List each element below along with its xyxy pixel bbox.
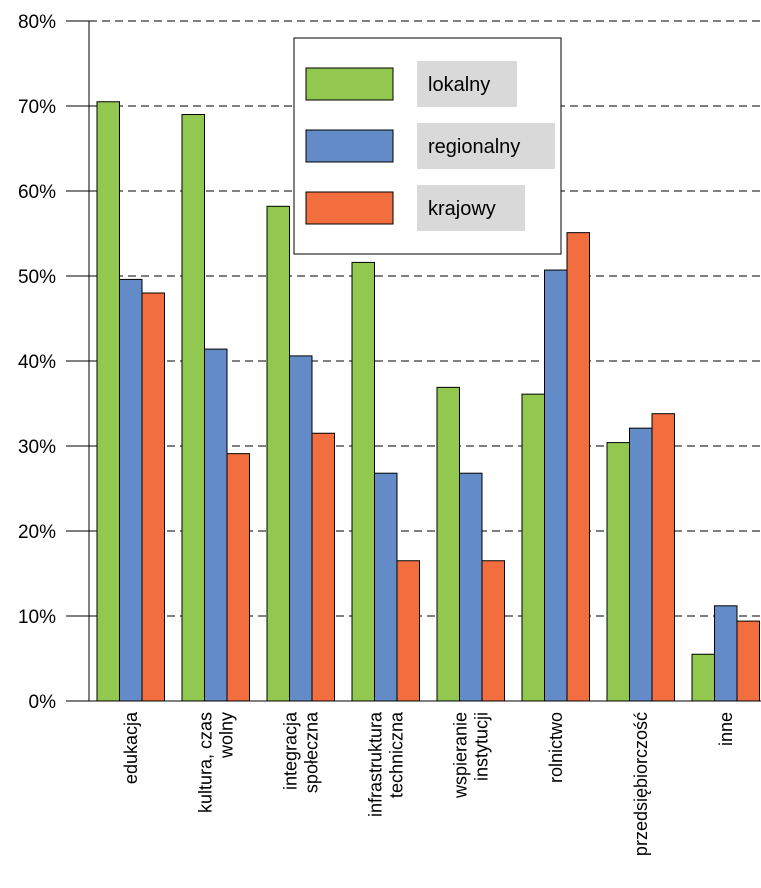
bar-lokalny xyxy=(96,101,120,702)
legend-label-regionalny: regionalny xyxy=(428,136,520,158)
y-tick-label: 70% xyxy=(18,97,56,118)
y-tick-label: 50% xyxy=(18,267,56,288)
x-tick-label: kultura, czaswolny xyxy=(195,712,236,813)
x-tick-label: wspieranieinstytucji xyxy=(450,712,491,799)
bar-regionalny xyxy=(119,278,143,702)
x-tick-label: rolnictwo xyxy=(546,712,566,783)
legend-label-bg xyxy=(417,185,525,231)
x-tick-label: inne xyxy=(716,712,736,746)
bar-regionalny xyxy=(544,269,568,702)
bar-regionalny xyxy=(374,472,398,702)
x-tick-label: integracjaspołeczna xyxy=(280,711,321,793)
bar-lokalny xyxy=(521,393,545,702)
bar-lokalny xyxy=(181,114,205,702)
y-tick-label: 30% xyxy=(18,437,56,458)
y-tick-label: 20% xyxy=(18,522,56,543)
bar-krajowy xyxy=(651,413,675,702)
bar-lokalny xyxy=(606,442,630,702)
x-tick-label: edukacja xyxy=(121,711,141,784)
bar-regionalny xyxy=(459,472,483,702)
bar-regionalny xyxy=(714,605,738,702)
legend-swatch-regionalny xyxy=(305,129,394,163)
bar-regionalny xyxy=(629,427,653,702)
legend-swatch-lokalny xyxy=(305,67,394,101)
legend: lokalny regionalny krajowy xyxy=(293,37,562,255)
bar-krajowy xyxy=(311,432,335,702)
y-tick-label: 0% xyxy=(29,692,57,713)
x-tick-label: infrastrukturatechniczna xyxy=(365,711,406,817)
y-tick-label: 10% xyxy=(18,607,56,628)
y-axis-ticks: 0% 10% 20% 30% 40% 50% 60% 70% 80% xyxy=(18,12,89,713)
bar-krajowy xyxy=(736,620,760,702)
bar-lokalny xyxy=(266,205,290,702)
bar-krajowy xyxy=(396,560,420,702)
legend-label-krajowy: krajowy xyxy=(428,198,496,220)
y-tick-label: 60% xyxy=(18,182,56,203)
bar-krajowy xyxy=(566,232,590,702)
y-tick-label: 40% xyxy=(18,352,56,373)
bar-krajowy xyxy=(481,560,505,702)
y-tick-label: 80% xyxy=(18,12,56,33)
x-tick-label: przedsiębiorczość xyxy=(631,712,651,856)
legend-label-bg xyxy=(417,61,517,107)
bar-krajowy xyxy=(141,292,165,702)
bar-regionalny xyxy=(204,348,228,702)
bar-krajowy xyxy=(226,453,250,702)
bars xyxy=(96,101,760,702)
bar-lokalny xyxy=(691,653,715,702)
bar-lokalny xyxy=(436,386,460,702)
bar-lokalny xyxy=(351,261,375,702)
x-axis-labels: edukacja kultura, czaswolny integracjaspoł… xyxy=(121,711,736,856)
legend-swatch-krajowy xyxy=(305,191,394,225)
legend-label-bg xyxy=(417,123,555,169)
bar-regionalny xyxy=(289,355,313,702)
legend-label-lokalny: lokalny xyxy=(428,74,490,96)
